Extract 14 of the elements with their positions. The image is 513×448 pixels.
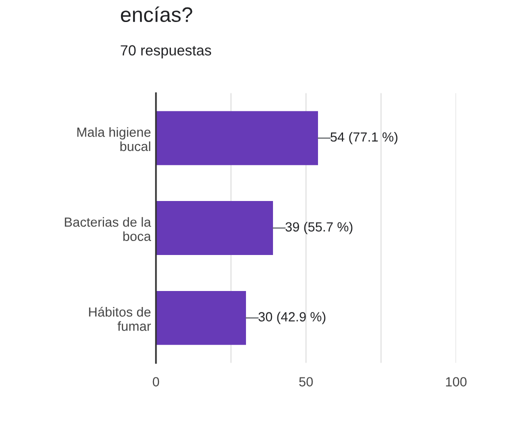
- bar: [156, 290, 246, 345]
- x-tick-label: 50: [299, 377, 313, 386]
- bar: [156, 111, 318, 166]
- data-label: 54 (77.1 %): [330, 132, 398, 144]
- chart-subtitle: 70 respuestas: [120, 45, 212, 58]
- y-tick-label: Bacterias de la boca: [64, 217, 152, 242]
- data-label: 30 (42.9 %): [258, 312, 326, 324]
- bar: [156, 201, 273, 255]
- y-tick-label: Hábitos de fumar: [89, 306, 151, 331]
- chart-title: encías?: [120, 6, 192, 22]
- y-tick-label: Mala higiene bucal: [77, 127, 151, 152]
- x-tick-label: 0: [152, 377, 160, 386]
- x-tick-label: 100: [446, 377, 467, 386]
- data-label: 39 (55.7 %): [286, 222, 352, 234]
